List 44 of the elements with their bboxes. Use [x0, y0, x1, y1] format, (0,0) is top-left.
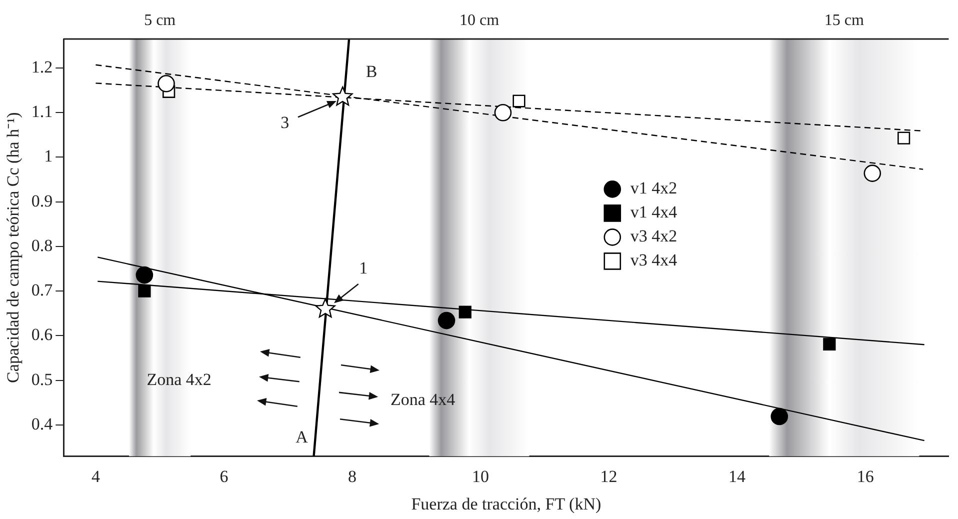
x-tick-label: 8: [348, 466, 357, 486]
point: [898, 132, 910, 144]
band-label: 15 cm: [824, 12, 864, 30]
annotation: B: [366, 62, 378, 81]
x-tick-label: 10: [472, 466, 490, 486]
point: [512, 94, 526, 108]
legend-label: v3 4x4: [630, 250, 678, 270]
legend-label: v3 4x2: [630, 226, 678, 246]
point: [136, 266, 154, 284]
band-label: 5 cm: [144, 12, 176, 30]
point: [332, 86, 353, 106]
point: [458, 306, 472, 318]
y-tick-label: 0.8: [31, 236, 53, 255]
x-tick-label: 14: [728, 466, 746, 486]
legend-label: v1 4x4: [630, 202, 678, 222]
x-tick-label: 16: [856, 466, 874, 486]
point: [438, 312, 456, 330]
x-tick-label: 6: [220, 466, 228, 486]
point: [864, 164, 882, 182]
y-tick-label: 0.9: [31, 191, 53, 210]
y-tick-label: 0.5: [31, 370, 53, 389]
legend-label: v1 4x2: [630, 178, 678, 198]
annotation: Zona 4x4: [390, 390, 456, 409]
annotation: Zona 4x2: [146, 370, 212, 389]
x-tick-label: 4: [91, 466, 100, 486]
point: [770, 408, 788, 426]
y-tick-label: 1: [44, 146, 53, 166]
point: [315, 298, 336, 318]
x-axis-title: Fuerza de tracción, FT (kN): [411, 494, 602, 514]
point: [138, 284, 151, 298]
band-label: 10 cm: [459, 12, 500, 30]
y-tick-label: 0.6: [31, 325, 53, 344]
x-tick-label: 12: [600, 466, 618, 486]
annotation: 1: [359, 258, 368, 278]
y-tick-label: 0.7: [31, 280, 54, 300]
point: [158, 74, 175, 92]
point: [494, 104, 512, 122]
annotation: 3: [280, 113, 290, 132]
y-tick-label: 1.1: [31, 102, 53, 122]
annotation: A: [296, 428, 309, 447]
y-tick-label: 0.4: [31, 414, 54, 434]
y-axis-title: Capacidad de campo teórica Cc (ha h⁻¹): [4, 112, 23, 383]
point: [823, 338, 836, 351]
y-tick-label: 1.2: [31, 57, 53, 76]
